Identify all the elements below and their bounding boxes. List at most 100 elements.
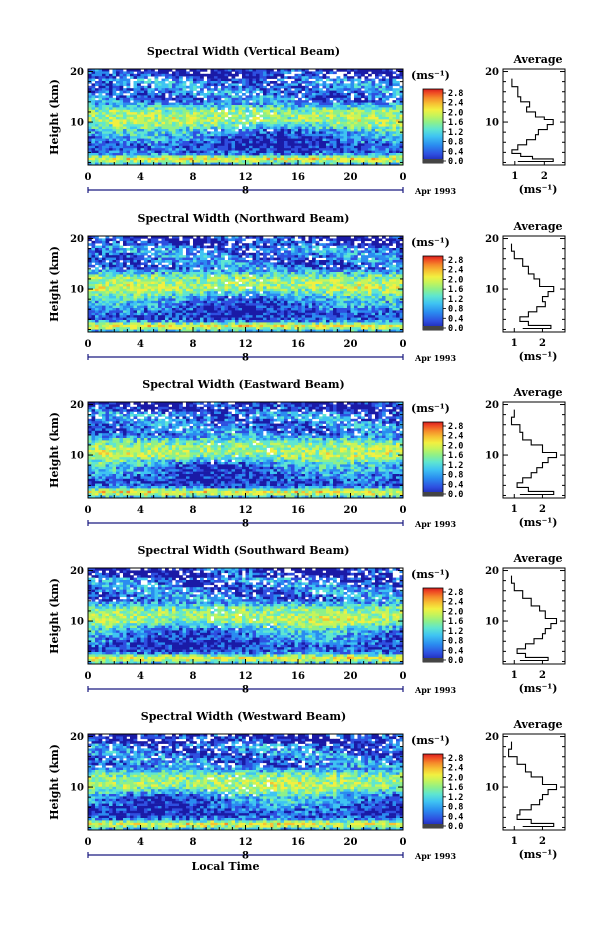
heatmap-cell: [147, 71, 152, 75]
heatmap-cell: [116, 129, 120, 132]
heatmap-cell: [105, 76, 110, 79]
heatmap-cell: [126, 274, 131, 278]
heatmap-cell: [336, 272, 341, 275]
heatmap-cell: [245, 73, 250, 77]
heatmap-cell: [182, 243, 187, 246]
heatmap-cell: [95, 250, 99, 254]
heatmap-cell: [266, 162, 271, 166]
heatmap-cell: [95, 255, 99, 258]
heatmap-cell: [214, 148, 218, 151]
heatmap-cell: [116, 138, 120, 142]
heatmap-cell: [102, 279, 106, 282]
heatmap-cell: [102, 276, 106, 280]
heatmap-cell: [91, 162, 96, 166]
heatmap-cell: [273, 114, 278, 118]
heatmap-cell: [336, 95, 341, 99]
heatmap-cell: [242, 252, 246, 256]
heatmap-cell: [280, 243, 285, 246]
heatmap-cell: [249, 131, 253, 135]
heatmap-cell: [340, 119, 344, 123]
heatmap-cell: [343, 76, 348, 79]
heatmap-cell: [217, 248, 222, 251]
heatmap-cell: [284, 131, 288, 135]
heatmap-cell: [350, 133, 355, 137]
heatmap-cell: [235, 85, 239, 89]
heatmap-cell: [182, 157, 187, 161]
heatmap-cell: [333, 138, 337, 142]
heatmap-cell: [385, 243, 390, 246]
heatmap-cell: [287, 238, 292, 242]
heatmap-cell: [249, 279, 253, 282]
heatmap-cell: [364, 260, 369, 263]
heatmap-cell: [298, 250, 302, 254]
heatmap-cell: [368, 95, 372, 99]
heatmap-cell: [88, 112, 92, 115]
heatmap-cell: [354, 88, 358, 91]
heatmap-cell: [154, 131, 159, 135]
heatmap-cell: [137, 121, 141, 125]
heatmap-cell: [266, 126, 271, 130]
heatmap-cell: [133, 143, 138, 147]
heatmap-cell: [186, 276, 190, 280]
heatmap-cell: [273, 243, 278, 246]
heatmap-cell: [168, 276, 173, 280]
heatmap-cell: [336, 126, 341, 130]
heatmap-cell: [350, 102, 355, 106]
heatmap-cell: [193, 97, 197, 101]
heatmap-cell: [361, 136, 365, 139]
heatmap-cell: [273, 240, 278, 244]
heatmap-cell: [354, 85, 358, 89]
heatmap-cell: [385, 133, 390, 137]
heatmap-cell: [277, 124, 281, 127]
heatmap-cell: [382, 85, 386, 89]
heatmap-cell: [186, 260, 190, 263]
heatmap-cell: [133, 240, 138, 244]
heatmap-cell: [210, 112, 215, 115]
heatmap-cell: [144, 105, 148, 108]
heatmap-cell: [308, 260, 313, 263]
heatmap-cell: [263, 136, 267, 139]
heatmap-cell: [161, 272, 166, 275]
heatmap-cell: [119, 114, 124, 118]
heatmap-cell: [196, 76, 201, 79]
heatmap-cell: [385, 257, 390, 261]
heatmap-cell: [207, 141, 211, 144]
heatmap-cell: [235, 143, 239, 147]
heatmap-cell: [368, 78, 372, 82]
heatmap-cell: [228, 119, 232, 123]
heatmap-cell: [154, 269, 159, 273]
heatmap-cell: [231, 250, 236, 254]
heatmap-cell: [154, 83, 159, 87]
heatmap-cell: [347, 95, 351, 99]
heatmap-cell: [102, 107, 106, 111]
heatmap-cell: [161, 129, 166, 132]
heatmap-cell: [298, 145, 302, 149]
heatmap-cell: [357, 236, 362, 239]
heatmap-cell: [189, 136, 194, 139]
heatmap-cell: [116, 248, 120, 251]
heatmap-cell: [238, 117, 243, 120]
heatmap-cell: [196, 245, 201, 249]
heatmap-cell: [396, 276, 400, 280]
heatmap-cell: [235, 150, 239, 154]
heatmap-cell: [315, 85, 320, 89]
heatmap-cell: [165, 269, 169, 273]
heatmap-cell: [116, 281, 120, 285]
heatmap-cell: [168, 145, 173, 149]
heatmap-cell: [256, 69, 260, 72]
heatmap-cell: [333, 85, 337, 89]
heatmap-cell: [312, 145, 316, 149]
heatmap-cell: [361, 150, 365, 154]
heatmap-cell: [357, 162, 362, 166]
heatmap-cell: [91, 76, 96, 79]
heatmap-cell: [368, 124, 372, 127]
heatmap-cell: [368, 238, 372, 242]
heatmap-cell: [270, 73, 274, 77]
heatmap-cell: [221, 117, 225, 120]
heatmap-cell: [385, 107, 390, 111]
heatmap-cell: [95, 245, 99, 249]
heatmap-cell: [196, 102, 201, 106]
heatmap-cell: [294, 76, 299, 79]
heatmap-cell: [217, 279, 222, 282]
heatmap-cell: [126, 264, 131, 268]
